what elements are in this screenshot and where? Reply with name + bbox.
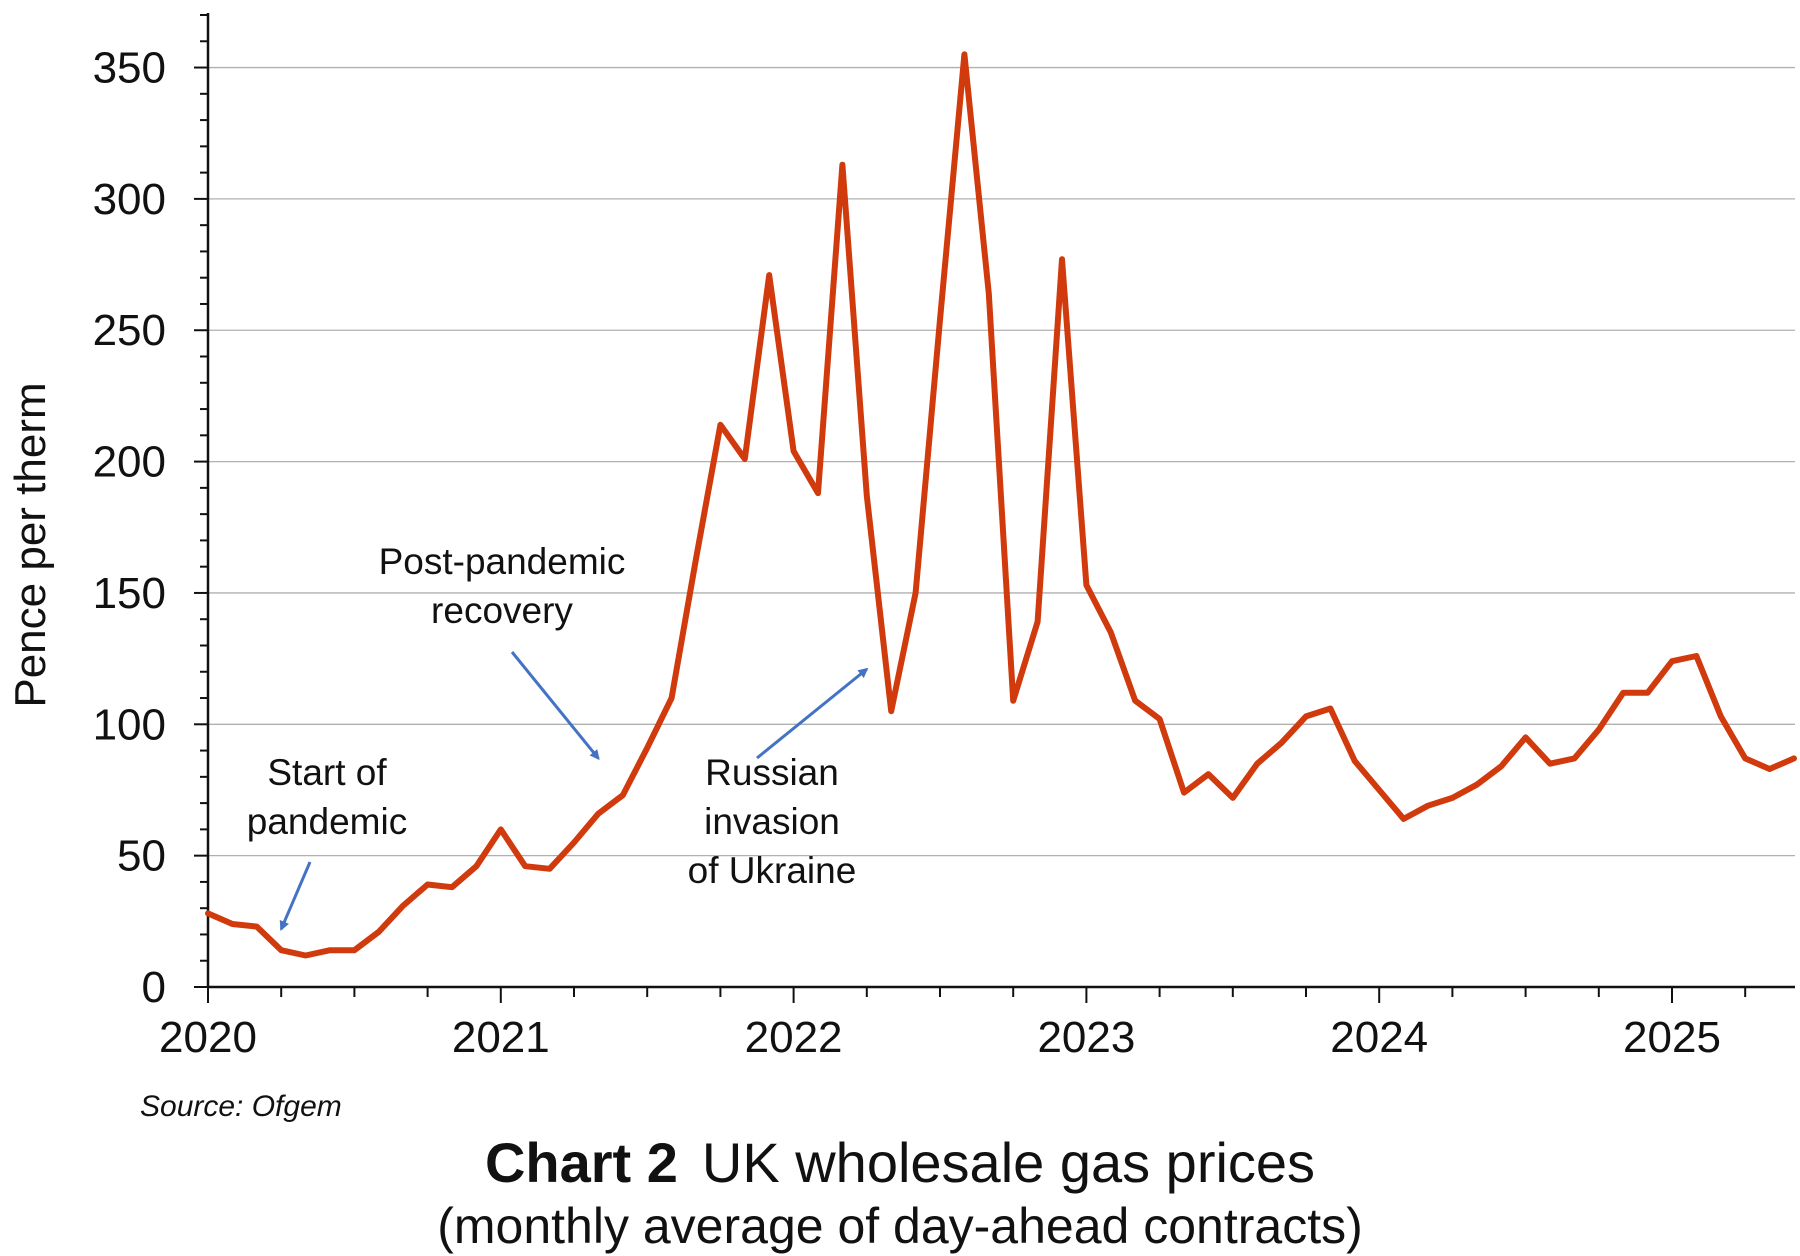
axes: 0 50 100 150 200 250 300 350 2020 2021 2022 2023 202… bbox=[93, 13, 1795, 1062]
y-tick-label: 100 bbox=[93, 700, 166, 749]
x-tick-label: 2020 bbox=[159, 1013, 257, 1062]
x-tick-label: 2023 bbox=[1037, 1013, 1135, 1062]
title-block: Chart 2 UK wholesale gas prices (monthly … bbox=[0, 1130, 1800, 1256]
y-tick-label: 50 bbox=[117, 832, 166, 881]
x-tick-label: 2025 bbox=[1623, 1013, 1721, 1062]
chart-title: UK wholesale gas prices bbox=[701, 1131, 1316, 1194]
annotation-start-of-pandemic-arrow bbox=[279, 861, 312, 932]
y-axis-title: Pence per therm bbox=[6, 382, 55, 707]
gridlines bbox=[208, 66, 1795, 857]
annotation-start-of-pandemic: Start of pandemic bbox=[247, 752, 407, 932]
series-layer bbox=[205, 51, 1797, 959]
annotation-russian-invasion-arrow bbox=[756, 667, 869, 760]
y-tick-label: 150 bbox=[93, 569, 166, 618]
y-tick-label: 250 bbox=[93, 306, 166, 355]
annotation-russian-invasion-text: Russian invasion of Ukraine bbox=[688, 752, 857, 891]
x-tick-label: 2024 bbox=[1330, 1013, 1428, 1062]
y-tick-label: 350 bbox=[93, 44, 166, 93]
chart-title-line: Chart 2 UK wholesale gas prices bbox=[0, 1130, 1800, 1196]
annotation-post-pandemic-recovery-text: Post-pandemic recovery bbox=[379, 541, 626, 631]
annotation-start-of-pandemic-text: Start of pandemic bbox=[247, 752, 407, 842]
annotations: Start of pandemic Post-pandemic recovery Rus… bbox=[247, 541, 869, 932]
annotation-russian-invasion: Russian invasion of Ukraine bbox=[688, 667, 869, 891]
source-note: Source: Ofgem bbox=[140, 1090, 342, 1123]
y-tick-label: 200 bbox=[93, 438, 166, 487]
x-tick-label: 2021 bbox=[452, 1013, 550, 1062]
x-tick-label: 2022 bbox=[745, 1013, 843, 1062]
annotation-post-pandemic-recovery-arrow bbox=[510, 651, 600, 761]
y-tick-label: 0 bbox=[142, 963, 166, 1012]
chart-subtitle: (monthly average of day-ahead contracts) bbox=[437, 1198, 1363, 1254]
series-line-gas-price bbox=[205, 51, 1797, 959]
chart-number: Chart 2 bbox=[484, 1131, 678, 1194]
annotation-post-pandemic-recovery: Post-pandemic recovery bbox=[379, 541, 626, 761]
chart: 0 50 100 150 200 250 300 350 2020 2021 2022 2023 202… bbox=[6, 13, 1797, 1062]
y-tick-label: 300 bbox=[93, 175, 166, 224]
